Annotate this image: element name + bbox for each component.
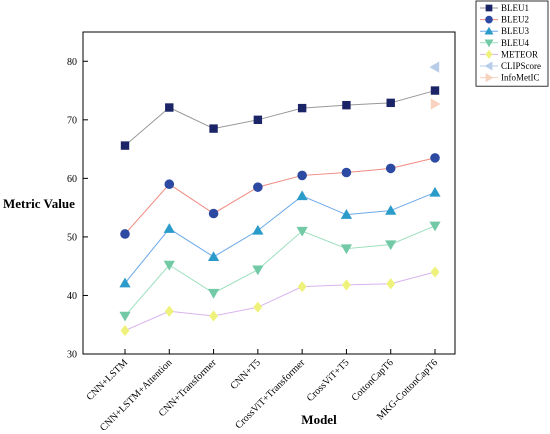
legend-marker: [485, 15, 493, 24]
x-tick-label: CottonCapT6: [350, 357, 396, 403]
y-tick-label: 60: [67, 174, 77, 185]
legend-label: BLEU4: [501, 38, 529, 48]
data-point: [165, 103, 174, 112]
data-point: [297, 281, 307, 293]
data-point: [120, 324, 130, 337]
series-bleu4: [119, 221, 441, 322]
series-clipscore: [429, 61, 440, 73]
legend-marker: [485, 73, 494, 83]
series-line: [124, 90, 436, 146]
legend-marker: [484, 39, 494, 48]
data-point: [164, 305, 174, 317]
legend-label: BLEU3: [501, 26, 529, 36]
data-point: [164, 179, 175, 190]
legend-label: BLEU2: [501, 15, 529, 25]
series-bleu1: [120, 86, 440, 150]
data-point: [208, 208, 219, 219]
data-point: [430, 153, 440, 163]
series-meteor: [120, 266, 440, 337]
data-point: [207, 251, 220, 262]
x-axis-title: Model: [301, 412, 337, 427]
data-point: [341, 279, 351, 291]
data-point: [296, 226, 308, 237]
y-axis: 30 40 50 60 70 80: [67, 57, 88, 361]
y-axis-title: Metric Value: [3, 196, 75, 211]
data-point: [430, 266, 440, 278]
data-point: [430, 86, 440, 95]
series-line: [124, 271, 436, 332]
plot-border: [82, 31, 456, 355]
x-tick-label: CrossViT+T5: [305, 357, 352, 404]
legend-marker: [485, 4, 493, 12]
data-point: [297, 170, 307, 181]
legend-item-bleu4: BLEU4: [480, 38, 529, 48]
data-point: [252, 265, 264, 276]
data-point: [209, 124, 218, 133]
data-point: [252, 224, 264, 235]
data-point: [341, 167, 352, 178]
data-point: [253, 182, 263, 192]
plot-area: [82, 31, 456, 355]
data-point: [119, 277, 131, 288]
x-axis: CNN+LSTMCNN+LSTM+AttentionCNN+Transforme…: [85, 349, 440, 434]
legend-label: CLIPScore: [501, 61, 541, 71]
legend-item-bleu3: BLEU3: [480, 26, 529, 36]
legend-item-infometic: InfoMetIC: [480, 73, 540, 83]
series-bleu3: [119, 186, 441, 288]
series-line: [124, 191, 436, 284]
y-tick-label: 30: [67, 350, 77, 361]
y-tick-label: 40: [67, 291, 77, 302]
data-point: [385, 163, 396, 174]
legend-item-bleu1: BLEU1: [480, 3, 529, 13]
data-point: [429, 221, 441, 232]
data-point: [430, 98, 441, 110]
legend-marker: [484, 61, 493, 71]
series-layer: [119, 61, 441, 337]
legend-item-meteor: METEOR: [480, 49, 538, 59]
data-point: [385, 240, 397, 251]
legend-marker: [485, 49, 493, 59]
data-point: [120, 141, 130, 150]
data-point: [120, 229, 130, 239]
y-tick-label: 70: [67, 115, 77, 126]
legend-label: BLEU1: [501, 3, 529, 13]
data-point: [385, 204, 397, 215]
series-line: [124, 157, 436, 235]
data-point: [207, 288, 220, 299]
data-point: [342, 100, 351, 110]
data-point: [429, 186, 441, 197]
data-point: [340, 244, 353, 255]
data-point: [340, 209, 353, 219]
data-point: [386, 98, 395, 108]
data-point: [297, 103, 307, 113]
legend-label: METEOR: [501, 49, 538, 59]
series-line: [124, 225, 436, 317]
series-bleu2: [120, 153, 440, 239]
legend-item-bleu2: BLEU2: [480, 15, 529, 25]
x-tick-label: CNN+LSTM: [85, 357, 131, 403]
data-point: [253, 301, 263, 313]
legend-marker: [484, 26, 494, 35]
data-point: [386, 278, 396, 290]
series-infometic: [430, 98, 441, 110]
legend-item-clipscore: CLIPScore: [480, 61, 541, 71]
data-point: [296, 190, 308, 201]
data-point: [163, 260, 175, 271]
data-point: [119, 311, 131, 322]
data-point: [163, 223, 175, 233]
x-tick-label: CNN+T5: [228, 357, 263, 392]
data-point: [429, 61, 440, 73]
y-tick-label: 80: [67, 57, 77, 68]
data-point: [209, 310, 219, 322]
legend-label: InfoMetIC: [501, 73, 540, 83]
y-tick-label: 50: [67, 232, 77, 243]
data-point: [253, 115, 263, 125]
